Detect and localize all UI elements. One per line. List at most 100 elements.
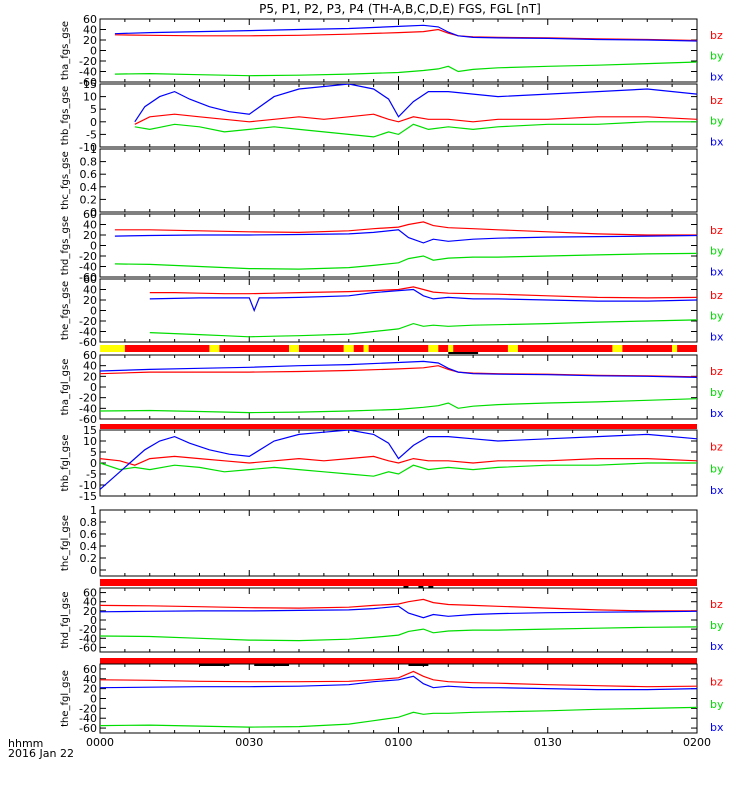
panel-frame — [99, 278, 698, 343]
status-segment — [100, 424, 697, 429]
status-bar — [100, 345, 697, 354]
panel-frame — [99, 509, 698, 577]
status-segment — [363, 345, 369, 352]
y-axis-label: the_fgs_gse — [60, 281, 71, 340]
y-tick-label: -40 — [79, 66, 97, 79]
status-segment — [622, 345, 673, 352]
y-tick-label: 0.4 — [80, 181, 98, 194]
y-tick-label: -20 — [79, 315, 97, 328]
y-tick-label: 15 — [83, 78, 97, 91]
y-tick-label: 60 — [83, 349, 97, 362]
status-marker — [448, 352, 479, 354]
y-tick-label: 0 — [90, 305, 97, 318]
y-tick-label: -20 — [79, 623, 97, 636]
y-tick-label: -20 — [79, 392, 97, 405]
y-tick-label: 0 — [90, 457, 97, 470]
status-segment — [100, 579, 697, 586]
component-label-bx: bx — [710, 265, 724, 278]
y-tick-label: -60 — [79, 271, 97, 284]
status-segment — [100, 345, 125, 352]
y-tick-label: -5 — [86, 128, 97, 141]
status-segment — [612, 345, 623, 352]
y-tick-label: -60 — [79, 76, 97, 89]
y-tick-label: 0.6 — [80, 528, 98, 541]
y-axis-label: thb_fgl_gse — [60, 435, 71, 492]
series-bz — [114, 221, 697, 236]
series-group — [100, 598, 697, 642]
status-bars — [100, 345, 697, 666]
series-bz — [100, 455, 697, 466]
y-tick-label: 40 — [83, 219, 97, 232]
component-label-bz: bz — [710, 29, 723, 42]
component-label-by: by — [710, 619, 724, 632]
y-tick-label: 0 — [90, 381, 97, 394]
status-bar — [100, 658, 697, 666]
y-tick-label: 60 — [83, 587, 97, 600]
y-tick-label: 60 — [83, 273, 97, 286]
y-tick-label: 1 — [90, 143, 97, 156]
series-bx — [100, 675, 697, 691]
x-axis: 0000 0030 0100 0130 0200 — [86, 736, 711, 749]
y-tick-label: 1 — [90, 504, 97, 517]
x-tick-label: 0030 — [235, 736, 263, 749]
series-bx — [149, 288, 697, 313]
status-segment — [219, 345, 290, 352]
component-label-bx: bx — [710, 484, 724, 497]
y-tick-label: 0.8 — [80, 156, 98, 169]
status-segment — [289, 345, 299, 352]
y-tick-label: 10 — [83, 435, 97, 448]
series-group — [114, 24, 697, 77]
component-label-bz: bz — [710, 675, 723, 688]
x-tick-label: 0100 — [385, 736, 413, 749]
y-tick-label: 0 — [90, 206, 97, 219]
status-segment — [353, 345, 364, 352]
status-segment — [677, 345, 697, 352]
status-marker — [408, 664, 429, 666]
status-segment — [343, 345, 354, 352]
series-group — [100, 430, 697, 490]
status-segment — [124, 345, 210, 352]
status-segment — [100, 658, 697, 664]
panel-frame — [99, 213, 698, 278]
component-label-bz: bz — [710, 289, 723, 302]
component-label-by: by — [710, 245, 724, 258]
y-tick-label: 20 — [83, 229, 97, 242]
status-marker — [199, 664, 230, 666]
y-tick-label: 0 — [90, 614, 97, 627]
component-label-bz: bz — [710, 441, 723, 454]
status-segment — [368, 345, 429, 352]
panel-thc_fgs_gse: 00.20.40.60.81 thc_fgs_gse — [60, 143, 698, 219]
y-tick-label: 5 — [90, 103, 97, 116]
y-tick-label: 0.2 — [80, 552, 98, 565]
series-by — [114, 61, 697, 77]
y-tick-label: -60 — [79, 336, 97, 349]
component-label-bx: bx — [710, 407, 724, 420]
status-segment — [299, 345, 344, 352]
status-segment — [453, 345, 508, 352]
status-segment — [448, 345, 454, 352]
y-tick-label: 20 — [83, 605, 97, 618]
y-tick-label: 0 — [90, 240, 97, 253]
component-label-bx: bx — [710, 721, 724, 734]
series-by — [100, 398, 697, 414]
series-bz — [100, 365, 697, 378]
panel-thc_fgl_gse: 00.20.40.60.81 thc_fgl_gse — [60, 504, 698, 577]
y-tick-label: -40 — [79, 632, 97, 645]
series-group — [100, 670, 697, 728]
y-tick-label: 60 — [83, 663, 97, 676]
series-by — [100, 626, 697, 642]
y-tick-label: 40 — [83, 24, 97, 37]
component-label-by: by — [710, 386, 724, 399]
y-tick-label: -60 — [79, 413, 97, 426]
series-group — [134, 84, 697, 138]
status-segment — [672, 345, 678, 352]
series-by — [100, 462, 697, 477]
